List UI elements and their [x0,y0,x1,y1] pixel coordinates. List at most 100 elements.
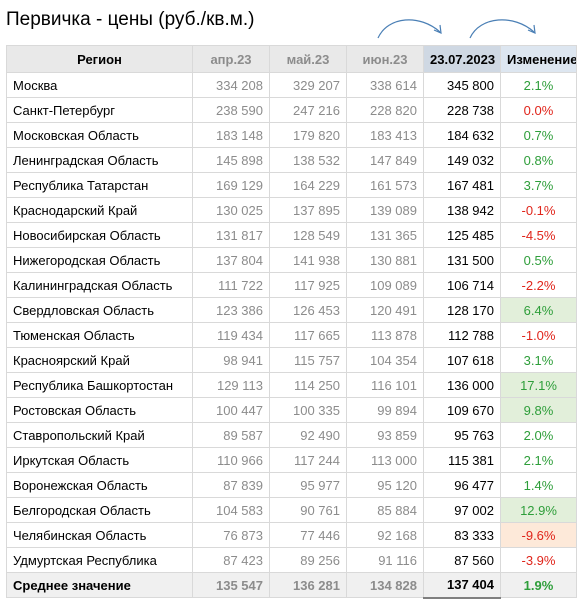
table-row[interactable]: Республика Башкортостан 129 113 114 250 … [6,372,577,398]
cell-region: Республика Татарстан [6,172,193,198]
cell-apr: 100 447 [192,397,270,423]
cell-apr: 131 817 [192,222,270,248]
cell-jun: 183 413 [346,122,424,148]
cell-current: 125 485 [423,222,501,248]
table-header-row: Регион апр.23 май.23 июн.23 23.07.2023 И… [6,45,577,73]
column-header-current[interactable]: 23.07.2023 [423,45,501,73]
cell-jun: 92 168 [346,522,424,548]
table-row[interactable]: Удмуртская Республика 87 423 89 256 91 1… [6,547,577,573]
cell-apr: 119 434 [192,322,270,348]
cell-jun: 91 116 [346,547,424,573]
cell-change: 9.8% [500,397,577,423]
cell-apr: 145 898 [192,147,270,173]
cell-region: Ростовская Область [6,397,193,423]
table-row[interactable]: Нижегородская Область 137 804 141 938 13… [6,247,577,273]
cell-region: Иркутская Область [6,447,193,473]
cell-may: 141 938 [269,247,347,273]
cell-jun: 120 491 [346,297,424,323]
table-row[interactable]: Красноярский Край 98 941 115 757 104 354… [6,347,577,373]
cell-apr: 89 587 [192,422,270,448]
table-row[interactable]: Республика Татарстан 169 129 164 229 161… [6,172,577,198]
table-row[interactable]: Иркутская Область 110 966 117 244 113 00… [6,447,577,473]
cell-apr: 129 113 [192,372,270,398]
table-row[interactable]: Ставропольский Край 89 587 92 490 93 859… [6,422,577,448]
cell-change: 0.8% [500,147,577,173]
table-row[interactable]: Среднее значение 135 547 136 281 134 828… [6,572,577,599]
prices-table: Регион апр.23 май.23 июн.23 23.07.2023 И… [6,45,577,599]
table-row[interactable]: Ленинградская Область 145 898 138 532 14… [6,147,577,173]
cell-current: 83 333 [423,522,501,548]
cell-may: 126 453 [269,297,347,323]
cell-current: 149 032 [423,147,501,173]
cell-change: 0.0% [500,97,577,123]
curved-arrow-icon [469,19,536,39]
cell-current: 128 170 [423,297,501,323]
cell-change: 3.7% [500,172,577,198]
table-row[interactable]: Москва 334 208 329 207 338 614 345 800 2… [6,72,577,98]
table-row[interactable]: Санкт-Петербург 238 590 247 216 228 820 … [6,97,577,123]
cell-apr: 334 208 [192,72,270,98]
cell-jun: 113 878 [346,322,424,348]
cell-may: 89 256 [269,547,347,573]
table-row[interactable]: Калининградская Область 111 722 117 925 … [6,272,577,298]
cell-current: 184 632 [423,122,501,148]
table-row[interactable]: Московская Область 183 148 179 820 183 4… [6,122,577,148]
cell-current: 136 000 [423,372,501,398]
cell-jun: 93 859 [346,422,424,448]
cell-change: 0.7% [500,122,577,148]
cell-change: 0.5% [500,247,577,273]
column-header-region[interactable]: Регион [6,45,193,73]
cell-may: 115 757 [269,347,347,373]
cell-region: Республика Башкортостан [6,372,193,398]
cell-may: 117 925 [269,272,347,298]
cell-jun: 99 894 [346,397,424,423]
cell-change: -3.9% [500,547,577,573]
table-row[interactable]: Воронежская Область 87 839 95 977 95 120… [6,472,577,498]
column-header-may[interactable]: май.23 [269,45,347,73]
cell-current: 345 800 [423,72,501,98]
column-header-apr[interactable]: апр.23 [192,45,270,73]
table-row[interactable]: Белгородская Область 104 583 90 761 85 8… [6,497,577,523]
cell-change: 2.1% [500,72,577,98]
cell-region: Санкт-Петербург [6,97,193,123]
cell-may: 136 281 [269,572,347,598]
cell-jun: 147 849 [346,147,424,173]
table-row[interactable]: Новосибирская Область 131 817 128 549 13… [6,222,577,248]
cell-change: 1.4% [500,472,577,498]
cell-region: Новосибирская Область [6,222,193,248]
cell-apr: 123 386 [192,297,270,323]
cell-region: Челябинская Область [6,522,193,548]
cell-jun: 109 089 [346,272,424,298]
cell-jun: 95 120 [346,472,424,498]
cell-change: 2.1% [500,447,577,473]
cell-current: 167 481 [423,172,501,198]
cell-jun: 85 884 [346,497,424,523]
cell-region: Московская Область [6,122,193,148]
cell-change: 1.9% [500,572,577,598]
cell-jun: 134 828 [346,572,424,598]
page-title: Первичка - цены (руб./кв.м.) [6,9,255,30]
cell-jun: 228 820 [346,97,424,123]
cell-region: Свердловская Область [6,297,193,323]
cell-change: 6.4% [500,297,577,323]
table-row[interactable]: Челябинская Область 76 873 77 446 92 168… [6,522,577,548]
cell-change: 17.1% [500,372,577,398]
cell-current: 138 942 [423,197,501,223]
cell-region: Удмуртская Республика [6,547,193,573]
table-row[interactable]: Краснодарский Край 130 025 137 895 139 0… [6,197,577,223]
cell-may: 137 895 [269,197,347,223]
cell-current: 107 618 [423,347,501,373]
cell-may: 138 532 [269,147,347,173]
cell-region: Тюменская Область [6,322,193,348]
cell-may: 128 549 [269,222,347,248]
cell-region: Москва [6,72,193,98]
table-row[interactable]: Свердловская Область 123 386 126 453 120… [6,297,577,323]
cell-may: 117 665 [269,322,347,348]
table-row[interactable]: Тюменская Область 119 434 117 665 113 87… [6,322,577,348]
cell-current: 112 788 [423,322,501,348]
column-header-change[interactable]: Изменение [500,45,577,73]
cell-jun: 161 573 [346,172,424,198]
column-header-jun[interactable]: июн.23 [346,45,424,73]
cell-may: 77 446 [269,522,347,548]
table-row[interactable]: Ростовская Область 100 447 100 335 99 89… [6,397,577,423]
